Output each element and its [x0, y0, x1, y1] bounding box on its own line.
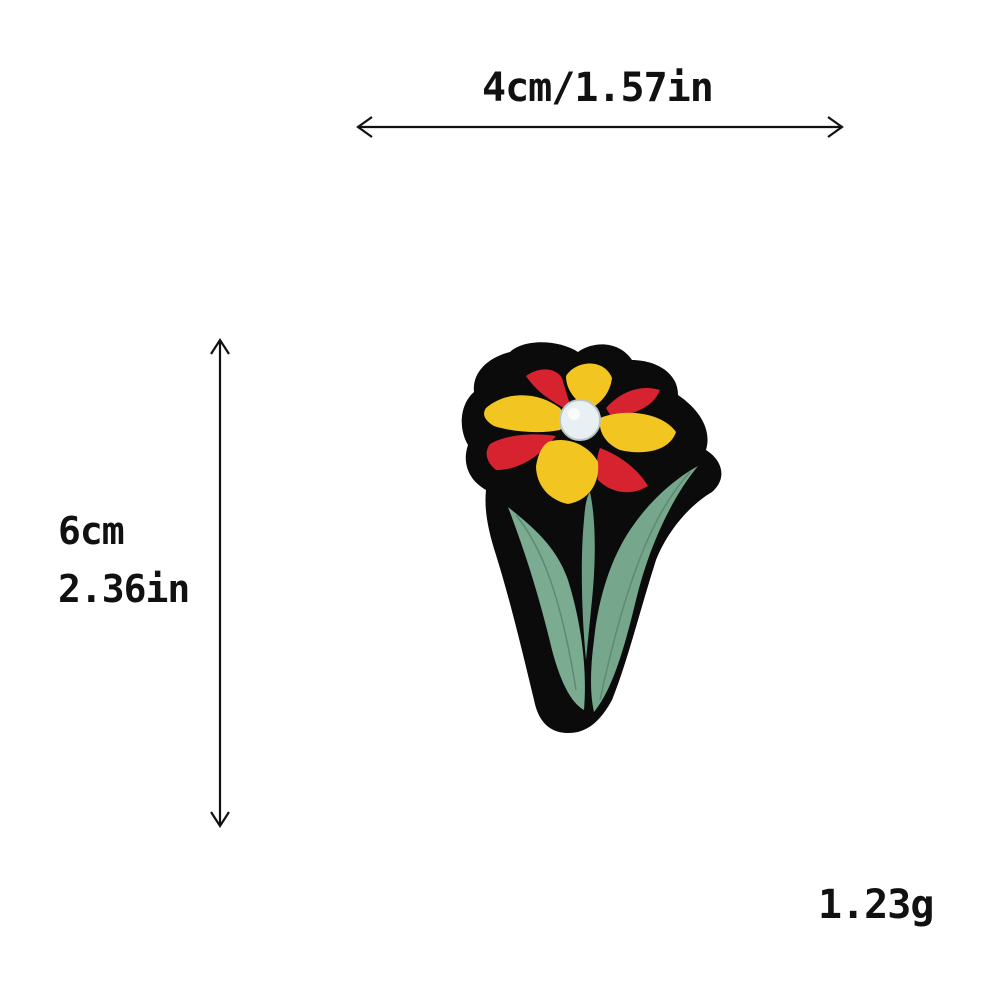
height-in-label: 2.36in: [58, 567, 190, 611]
weight-label: 1.23g: [818, 882, 934, 928]
leaves: [508, 466, 698, 712]
yellow-petals: [484, 363, 676, 504]
width-dimension-label: 4cm/1.57in: [482, 65, 714, 111]
red-petals: [486, 369, 660, 493]
height-dimension-label: 6cm 2.36in: [58, 509, 190, 611]
height-arrow-icon: [210, 337, 230, 829]
width-arrow-icon: [356, 116, 844, 138]
flower-center: [559, 399, 601, 441]
height-cm-label: 6cm: [58, 509, 125, 553]
